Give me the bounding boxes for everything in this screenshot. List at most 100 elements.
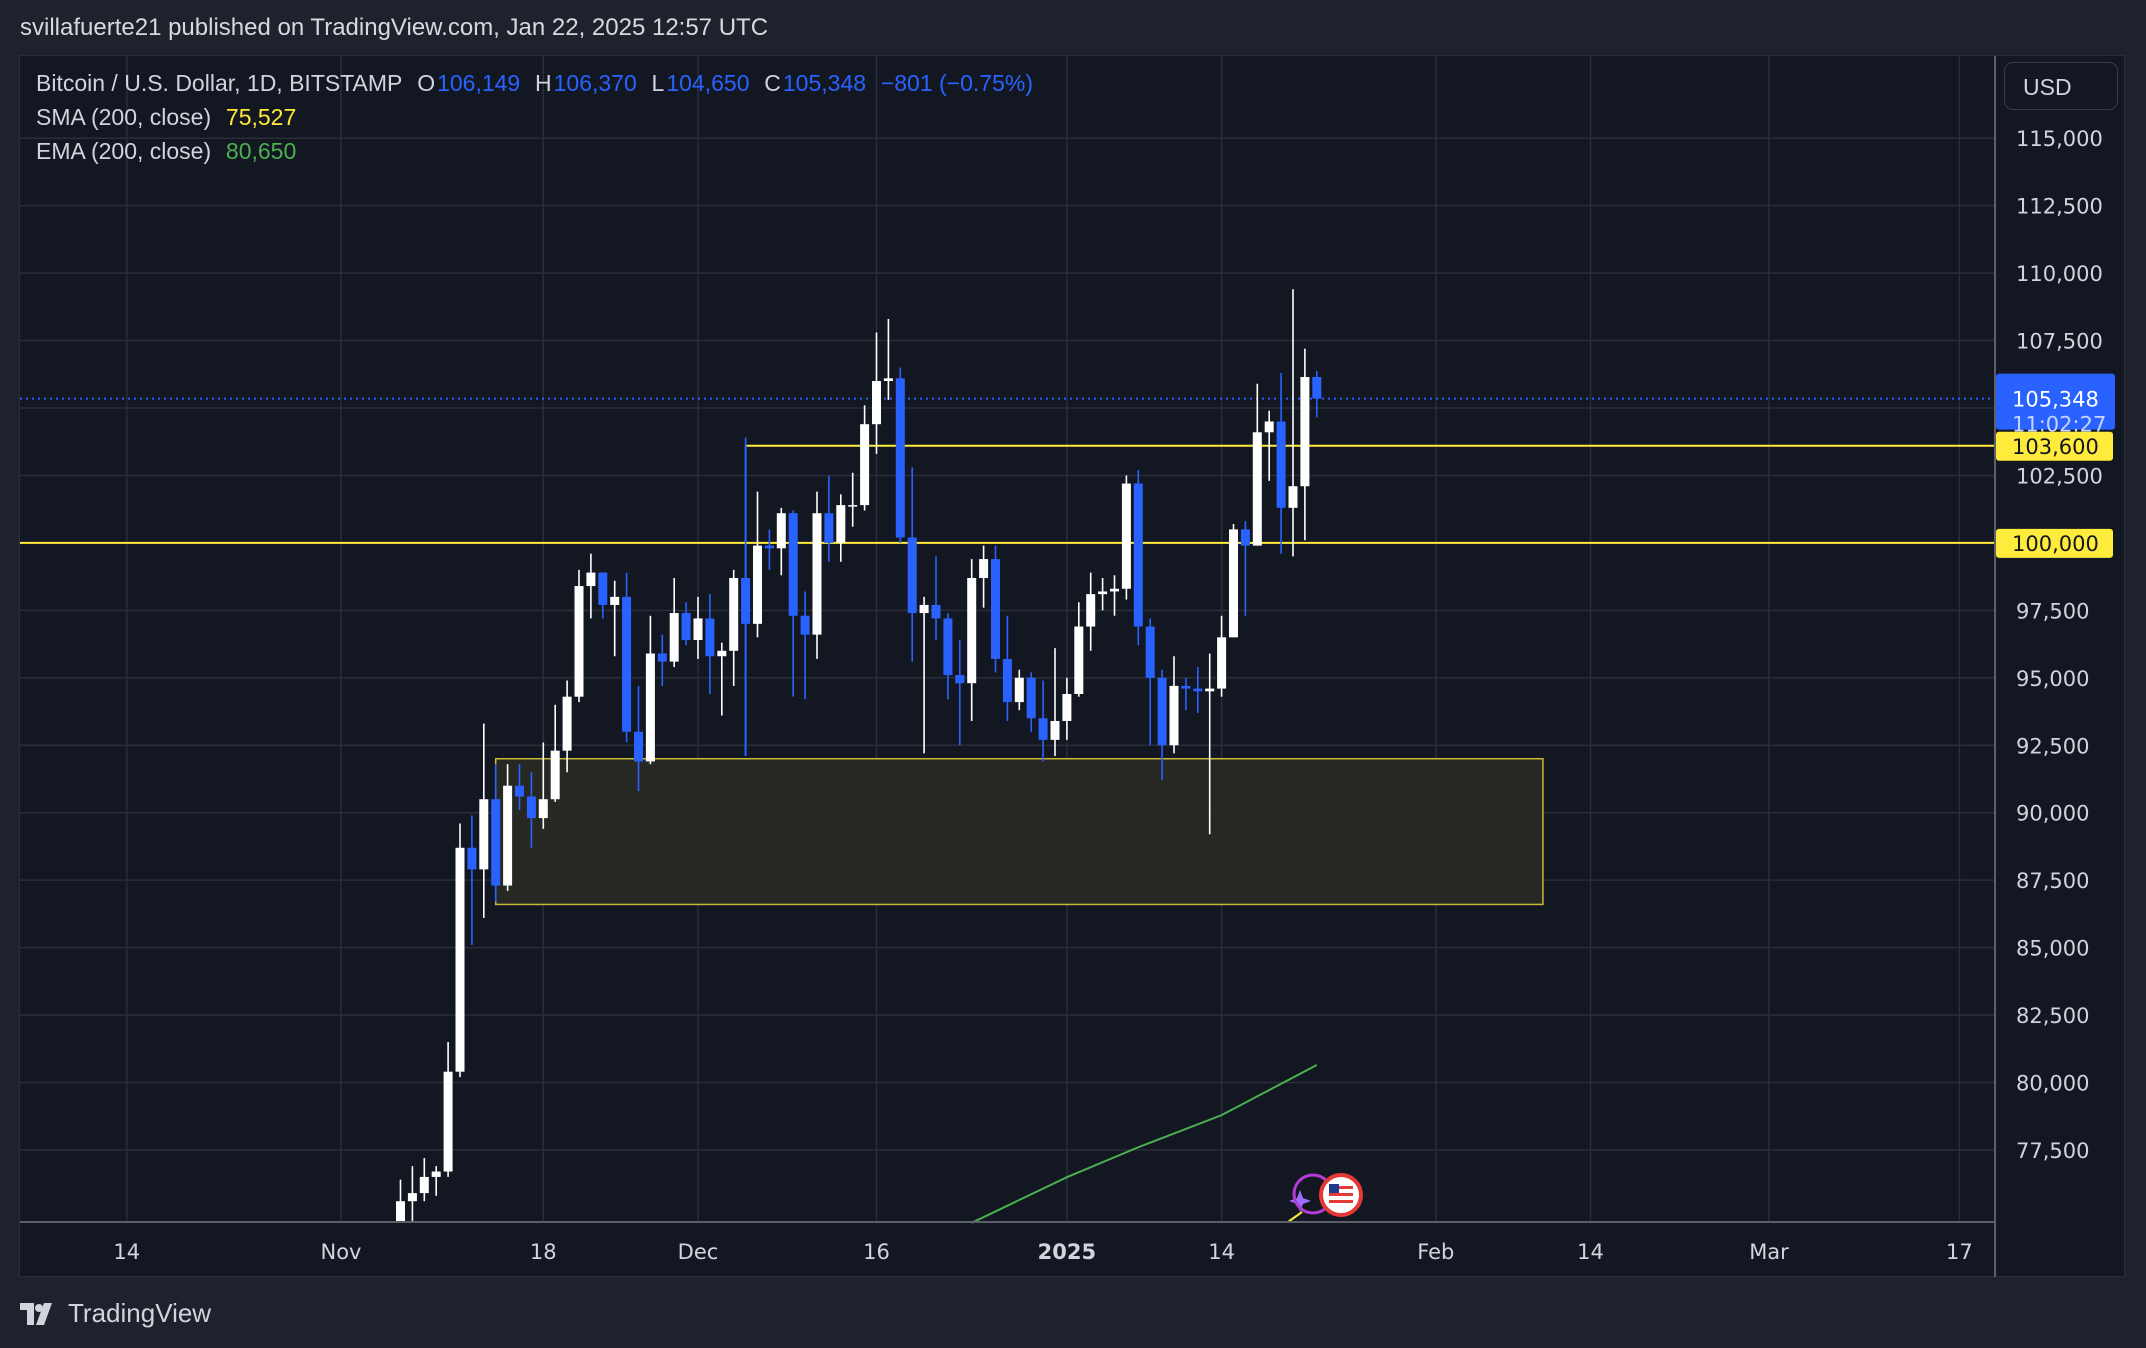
- low-value: 104,650: [666, 70, 750, 96]
- open-value: 106,149: [437, 70, 521, 96]
- candle-body: [1038, 718, 1048, 740]
- candle-body: [681, 613, 691, 641]
- chart-frame: [19, 55, 2125, 1277]
- candle-body: [1193, 688, 1203, 692]
- y-tick-label: 87,500: [2016, 869, 2089, 893]
- candle-body: [407, 1193, 417, 1202]
- currency-button[interactable]: USD: [2004, 62, 2118, 110]
- x-tick-label: Feb: [1417, 1240, 1454, 1264]
- candle: [1252, 383, 1262, 546]
- candle-body: [1252, 432, 1262, 546]
- candle-body: [1145, 626, 1155, 678]
- candle-body: [598, 572, 608, 605]
- x-tick-label: 14: [1577, 1240, 1604, 1264]
- level-tag-label: 103,600: [2012, 435, 2099, 459]
- close-label: C: [764, 70, 781, 96]
- candle-body: [860, 424, 870, 506]
- candle-body: [729, 577, 739, 651]
- x-tick-label: 2025: [1038, 1240, 1096, 1264]
- y-tick-label: 92,500: [2016, 734, 2089, 758]
- candles: [396, 289, 1322, 1222]
- candle: [848, 472, 858, 527]
- level-tag-label: 100,000: [2012, 532, 2099, 556]
- publish-info: svillafuerte21 published on TradingView.…: [20, 14, 769, 41]
- candle-body: [776, 513, 786, 549]
- support-zone: [494, 757, 1544, 906]
- sma-legend[interactable]: SMA (200, close) 75,527: [36, 104, 298, 131]
- candle-body: [622, 596, 632, 732]
- footer-brand[interactable]: TradingView: [20, 1298, 211, 1329]
- candle-body: [669, 613, 679, 662]
- sma-value: 75,527: [225, 104, 297, 130]
- current-price-label: 105,348: [2012, 388, 2099, 412]
- candle: [1300, 348, 1310, 541]
- candle: [741, 437, 751, 757]
- tradingview-logo-icon: [20, 1302, 52, 1325]
- candle: [1217, 615, 1227, 697]
- candle: [1086, 572, 1096, 651]
- candle: [764, 529, 774, 570]
- candle-body: [1217, 637, 1227, 689]
- candle: [1193, 667, 1203, 713]
- candle-body: [574, 586, 584, 697]
- x-tick-label: 14: [113, 1240, 140, 1264]
- candle-body: [1205, 688, 1215, 692]
- candle: [467, 815, 477, 945]
- candle-body: [538, 799, 548, 819]
- candle: [634, 685, 643, 792]
- candle-body: [919, 604, 929, 614]
- candle-body: [396, 1201, 405, 1222]
- candle: [645, 615, 655, 765]
- candle: [919, 596, 929, 754]
- candle-body: [764, 545, 774, 549]
- candle: [967, 559, 977, 721]
- candle-body: [1098, 591, 1108, 595]
- candle-body: [1110, 588, 1119, 592]
- candle-body: [788, 513, 798, 616]
- candle: [705, 594, 715, 694]
- candle-body: [526, 796, 536, 819]
- candle-body: [943, 618, 953, 676]
- candle: [729, 569, 739, 686]
- x-tick-label: Nov: [321, 1240, 362, 1264]
- candle: [503, 764, 513, 891]
- candle: [1038, 680, 1048, 762]
- candle: [1014, 669, 1024, 711]
- y-tick-label: 97,500: [2016, 599, 2089, 623]
- candle: [907, 467, 917, 662]
- candle: [1312, 371, 1322, 418]
- candle: [443, 1042, 453, 1177]
- candle-body: [455, 847, 465, 1072]
- candle: [1050, 648, 1060, 757]
- candle: [788, 510, 798, 697]
- change-value: −801 (−0.75%): [880, 70, 1033, 96]
- candle: [431, 1166, 441, 1196]
- open-label: O: [417, 70, 436, 96]
- candle: [1098, 577, 1108, 611]
- ema-legend[interactable]: EMA (200, close) 80,650: [36, 138, 298, 165]
- candle-body: [1062, 693, 1072, 721]
- candle: [526, 772, 536, 848]
- candle: [1062, 677, 1072, 740]
- y-tick-label: 85,000: [2016, 937, 2089, 961]
- candle: [872, 332, 881, 454]
- candle: [1026, 672, 1036, 732]
- ema-label: EMA (200, close): [36, 138, 212, 164]
- candle: [1169, 656, 1179, 754]
- us-flag-icon[interactable]: [1292, 1173, 1363, 1217]
- sparkle-icon[interactable]: [1289, 1190, 1311, 1212]
- candle-body: [645, 653, 655, 762]
- candle: [574, 569, 584, 703]
- x-tick-label: 14: [1208, 1240, 1235, 1264]
- candle: [669, 577, 679, 668]
- candle: [1276, 372, 1286, 554]
- candle-body: [705, 618, 715, 657]
- candle: [753, 491, 762, 638]
- ema-polyline: [971, 1064, 1318, 1224]
- x-tick-label: Dec: [678, 1240, 719, 1264]
- candle-body: [1157, 677, 1167, 746]
- support-zone-rect: [494, 757, 1544, 906]
- x-tick-label: Mar: [1749, 1240, 1789, 1264]
- candle-body: [503, 785, 513, 886]
